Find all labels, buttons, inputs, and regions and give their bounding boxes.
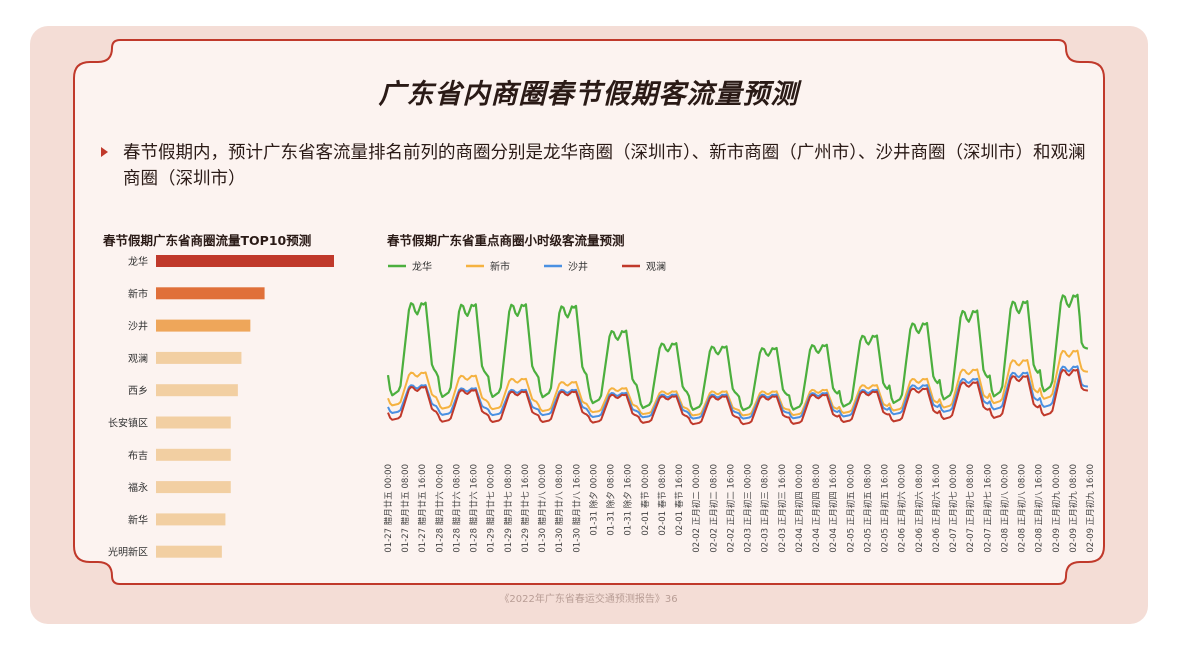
x-tick-label: 02-01 春节 00:00	[640, 464, 651, 536]
bar-category-label: 观澜	[128, 353, 148, 365]
bar-category-label: 光明新区	[108, 546, 148, 559]
legend-label: 新市	[490, 260, 510, 273]
x-tick-label: 01-29 腊月廿七 00:00	[486, 464, 497, 553]
x-tick-label: 02-05 正月初五 00:00	[845, 464, 856, 553]
bullet-marker-icon	[101, 147, 108, 157]
x-tick-label: 02-04 正月初四 08:00	[811, 464, 822, 553]
bar-category-label: 布吉	[128, 450, 148, 462]
bar-长安镇区	[156, 416, 231, 429]
summary-bullet: 春节假期内，预计广东省客流量排名前列的商圈分别是龙华商圈（深圳市）、新市商圈（广…	[101, 140, 1091, 192]
x-tick-label: 01-31 除夕 08:00	[606, 464, 617, 536]
bar-category-label: 新华	[128, 513, 148, 526]
bar-category-label: 福永	[128, 481, 148, 494]
x-tick-label: 01-27 腊月廿五 16:00	[417, 464, 428, 553]
x-tick-label: 02-07 正月初七 08:00	[965, 464, 976, 553]
x-tick-label: 01-31 除夕 16:00	[623, 464, 634, 536]
footer-source: 《2022年广东省春运交通预测报告》36	[499, 594, 678, 605]
x-tick-label: 01-27 腊月廿五 00:00	[383, 464, 394, 553]
legend-label: 观澜	[646, 261, 666, 273]
series-line-新市	[387, 349, 1089, 417]
series-line-沙井	[387, 365, 1089, 420]
bar-西乡	[156, 384, 238, 397]
x-tick-label: 02-08 正月初八 08:00	[1017, 464, 1028, 553]
bar-新市	[156, 287, 265, 300]
legend-label: 龙华	[412, 260, 432, 273]
x-tick-label: 02-05 正月初五 08:00	[862, 464, 873, 553]
bar-category-label: 西乡	[128, 385, 148, 397]
bar-新华	[156, 513, 226, 526]
x-tick-label: 02-06 正月初六 16:00	[931, 464, 942, 553]
x-tick-label: 01-31 除夕 00:00	[589, 464, 600, 536]
x-tick-label: 01-28 腊月廿六 16:00	[469, 464, 480, 553]
x-tick-label: 02-03 正月初三 08:00	[760, 464, 771, 553]
x-tick-label: 01-30 腊月廿八 16:00	[571, 464, 582, 553]
x-tick-label: 02-06 正月初六 00:00	[897, 464, 908, 553]
bar-chart-title: 春节假期广东省商圈流量TOP10预测	[103, 233, 312, 248]
x-tick-label: 02-01 春节 16:00	[674, 464, 685, 536]
line-chart-title: 春节假期广东省重点商圈小时级客流量预测	[387, 233, 625, 248]
x-tick-label: 02-09 正月初九 08:00	[1068, 464, 1079, 553]
bar-福永	[156, 481, 231, 494]
x-tick-label: 02-08 正月初八 16:00	[1034, 464, 1045, 553]
x-tick-label: 02-05 正月初五 16:00	[880, 464, 891, 553]
legend-label: 沙井	[568, 260, 588, 273]
x-tick-label: 01-30 腊月廿八 00:00	[537, 464, 548, 553]
series-line-龙华	[386, 293, 1089, 412]
x-tick-label: 02-04 正月初四 00:00	[794, 464, 805, 553]
x-tick-label: 02-09 正月初九 00:00	[1051, 464, 1062, 553]
page-title: 广东省内商圈春节假期客流量预测	[378, 79, 799, 110]
x-tick-label: 02-09 正月初九 16:00	[1085, 464, 1096, 553]
x-tick-label: 02-07 正月初七 00:00	[948, 464, 959, 553]
x-tick-label: 02-01 春节 08:00	[657, 464, 668, 536]
x-tick-label: 01-27 腊月廿五 08:00	[400, 464, 411, 553]
bar-category-label: 长安镇区	[108, 417, 148, 430]
x-tick-label: 02-02 正月初二 00:00	[691, 464, 702, 553]
x-tick-label: 02-02 正月初二 08:00	[708, 464, 719, 553]
x-tick-label: 02-06 正月初六 08:00	[914, 464, 925, 553]
x-tick-label: 01-29 腊月廿七 08:00	[503, 464, 514, 553]
bar-观澜	[156, 351, 242, 364]
x-tick-label: 02-08 正月初八 00:00	[999, 464, 1010, 553]
x-tick-label: 01-29 腊月廿七 16:00	[520, 464, 531, 553]
x-tick-label: 02-07 正月初七 16:00	[982, 464, 993, 553]
summary-text: 春节假期内，预计广东省客流量排名前列的商圈分别是龙华商圈（深圳市）、新市商圈（广…	[123, 143, 1086, 189]
x-tick-label: 01-30 腊月廿八 08:00	[554, 464, 565, 553]
bar-沙井	[156, 319, 251, 332]
bar-category-label: 新市	[128, 287, 148, 300]
line-chart: 龙华 新市 沙井 观澜 01-27 腊月廿五 00:00 01-27 腊月廿五 08:00…	[383, 260, 1096, 553]
bar-布吉	[156, 448, 231, 461]
x-tick-label: 02-02 正月初二 16:00	[725, 464, 736, 553]
bar-光明新区	[156, 545, 222, 558]
x-tick-label: 01-28 腊月廿六 08:00	[452, 464, 463, 553]
x-tick-label: 01-28 腊月廿六 00:00	[434, 464, 445, 553]
x-tick-label: 02-03 正月初三 00:00	[743, 464, 754, 553]
series-line-观澜	[387, 368, 1089, 426]
x-tick-label: 02-03 正月初三 16:00	[777, 464, 788, 553]
bar-category-label: 沙井	[128, 320, 148, 333]
x-tick-label: 02-04 正月初四 16:00	[828, 464, 839, 553]
bar-category-label: 龙华	[128, 255, 148, 268]
bar-龙华	[156, 255, 334, 267]
